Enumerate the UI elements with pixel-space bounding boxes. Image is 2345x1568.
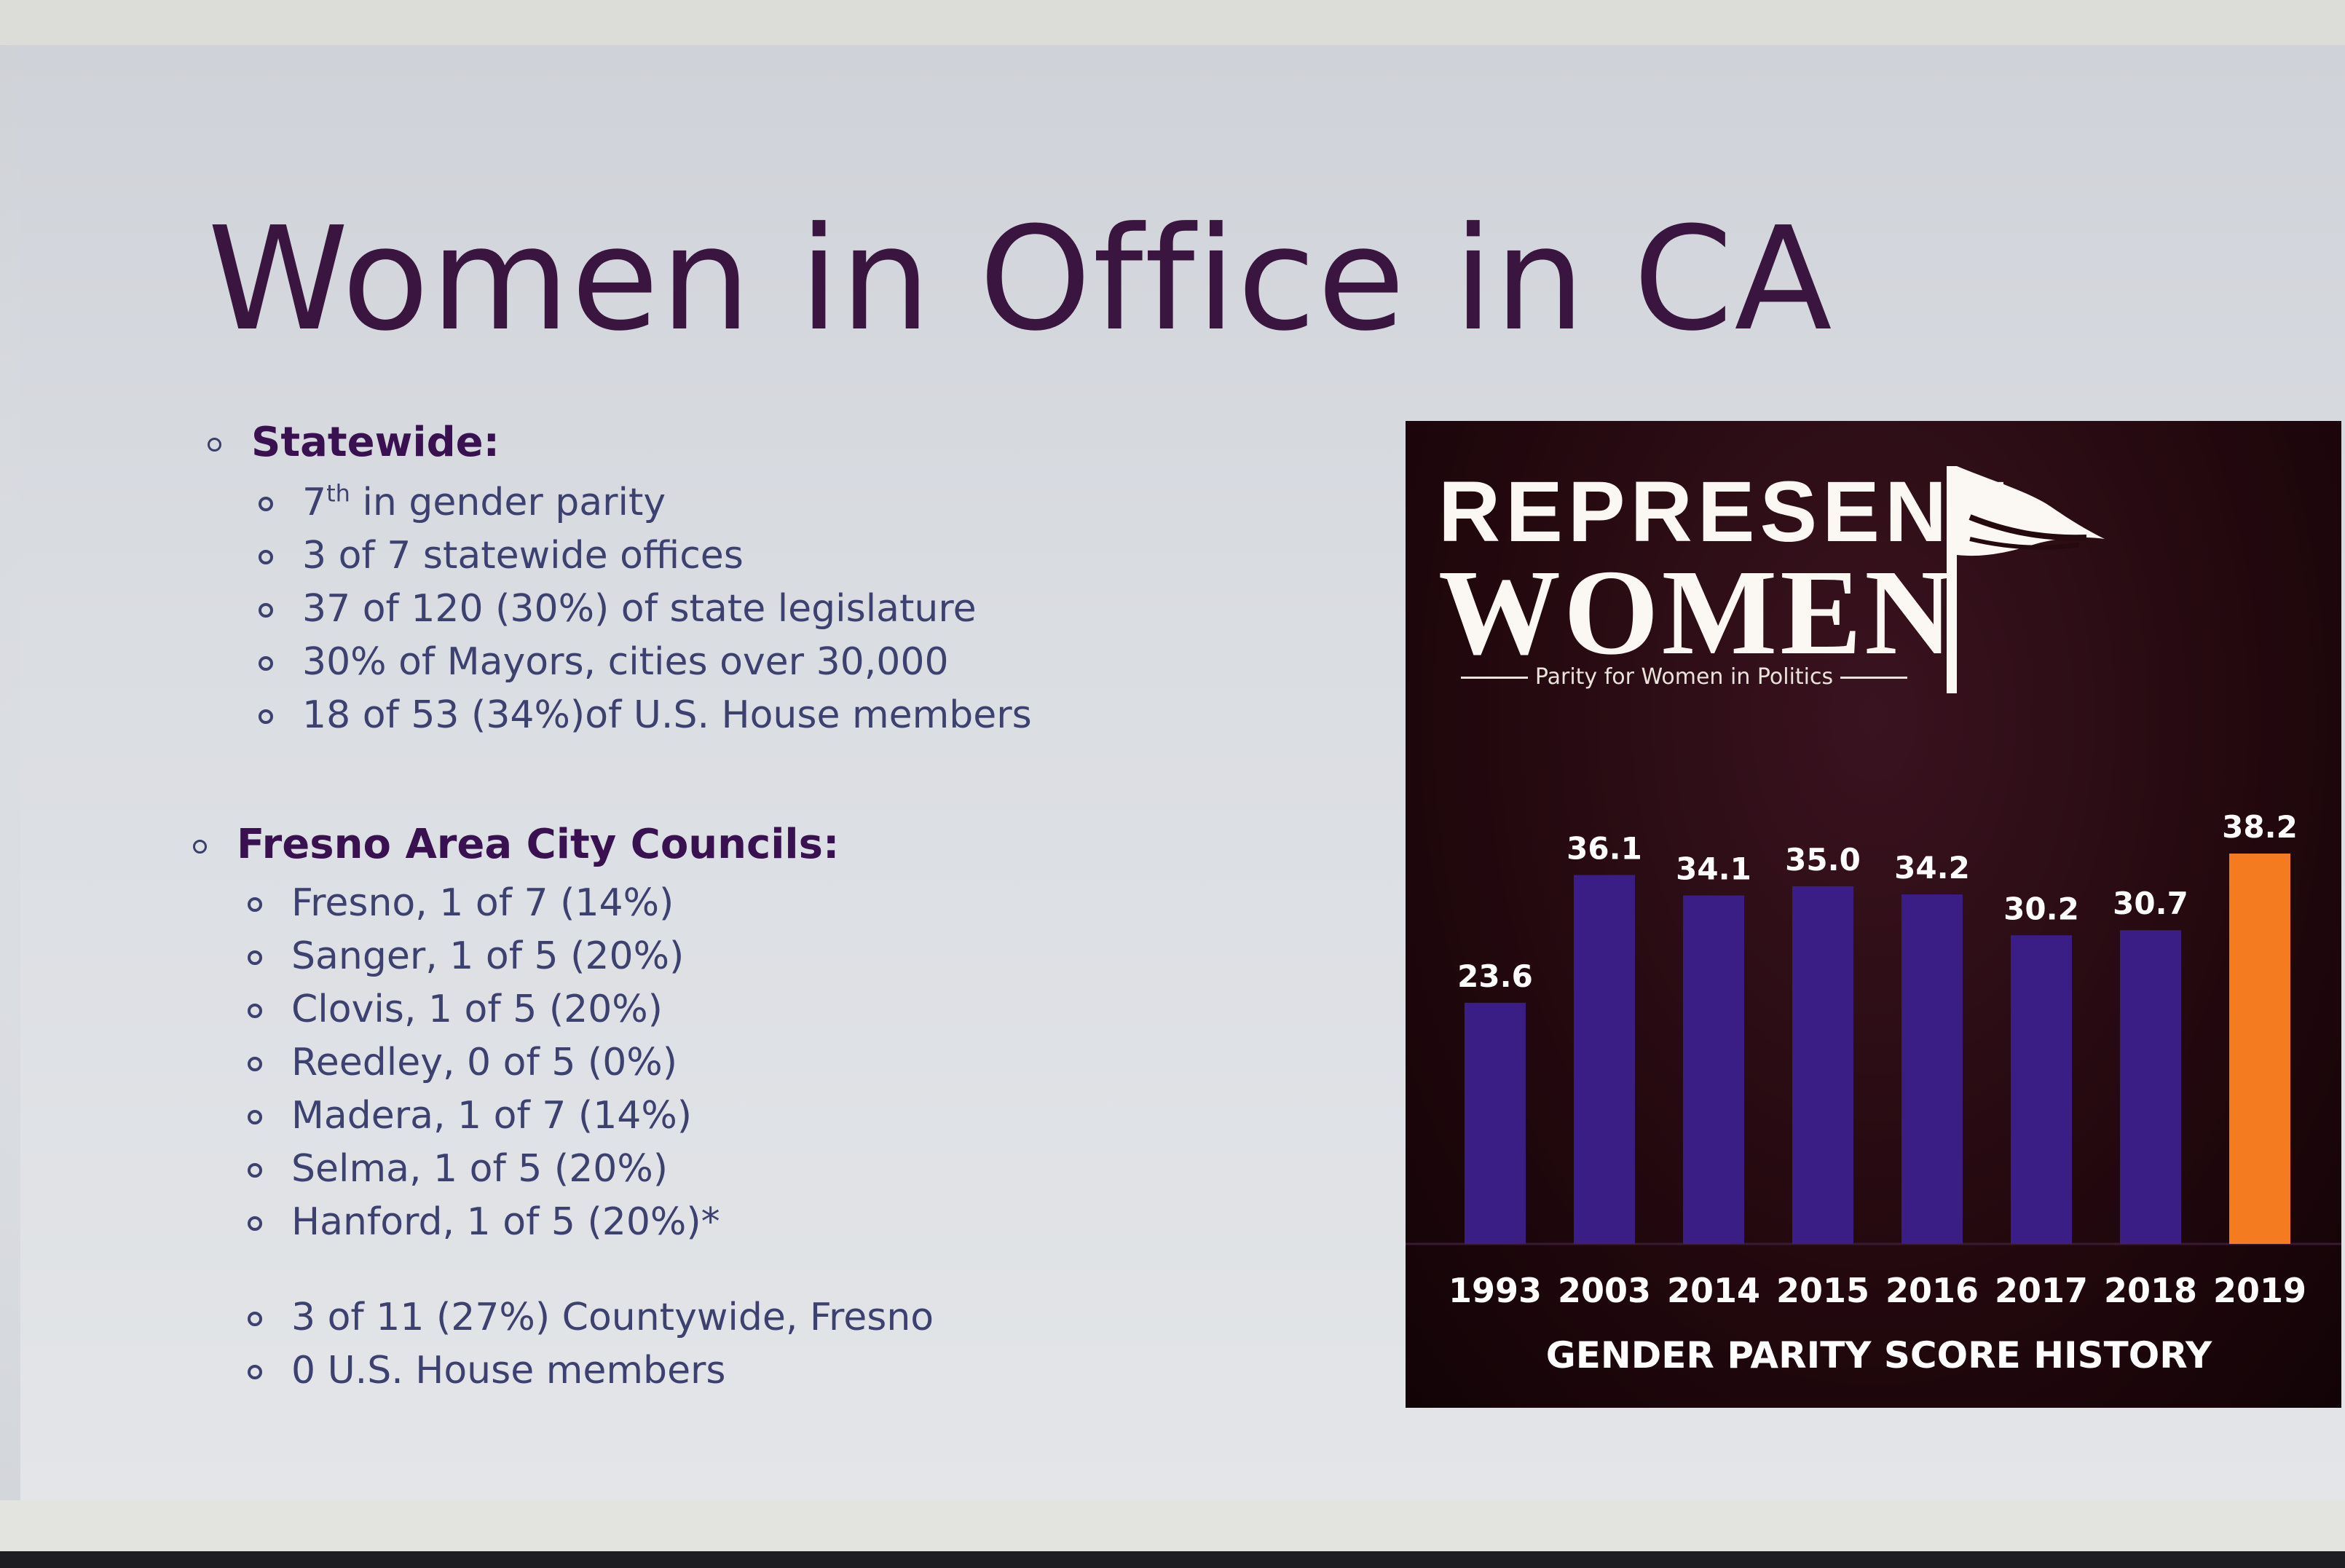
tick-label-2017: 2017 — [1995, 1271, 2088, 1310]
tagline-rule-left — [1460, 677, 1528, 679]
data-label-1993: 23.6 — [1457, 958, 1533, 994]
list-item: Clovis, 1 of 5 (20%) — [248, 983, 934, 1036]
list-spacer — [248, 1249, 934, 1291]
tick-label-2015: 2015 — [1776, 1271, 1869, 1310]
screen-bottom-edge — [0, 1500, 2345, 1551]
list-item: Reedley, 0 of 5 (0%) — [248, 1036, 934, 1090]
bar-2003 — [1574, 875, 1635, 1244]
fresno-heading-item: Fresno Area City Councils: — [193, 821, 934, 868]
bullet-icon — [259, 656, 273, 671]
data-label-2015: 35.0 — [1785, 842, 1861, 878]
list-item: Sanger, 1 of 5 (20%) — [248, 930, 934, 983]
bullet-icon — [248, 1057, 262, 1071]
statewide-list: 7th in gender parity 3 of 7 statewide of… — [259, 476, 1032, 742]
list-item: 37 of 120 (30%) of state legislature — [259, 583, 1032, 636]
list-item: Madera, 1 of 7 (14%) — [248, 1090, 934, 1143]
bar-2018 — [2120, 930, 2181, 1244]
logo-women-text: WOMEN — [1438, 545, 1956, 680]
logo-represent-text: REPRESENT — [1438, 464, 2010, 560]
bullet-icon — [248, 897, 262, 912]
bullet-icon — [208, 438, 221, 452]
chart-title: GENDER PARITY SCORE HISTORY — [1545, 1334, 2212, 1376]
bar-2015 — [1792, 886, 1853, 1244]
bar-2014 — [1683, 895, 1744, 1244]
bullet-icon — [248, 1216, 262, 1231]
list-item: Selma, 1 of 5 (20%) — [248, 1143, 934, 1196]
list-item: 0 U.S. House members — [248, 1344, 934, 1398]
tick-label-1993: 1993 — [1449, 1271, 1542, 1310]
list-item: 3 of 11 (27%) Countywide, Fresno — [248, 1291, 934, 1344]
list-item: 7th in gender parity — [259, 476, 1032, 529]
statewide-section: Statewide: 7th in gender parity 3 of 7 s… — [208, 419, 1032, 742]
bullet-icon — [259, 709, 273, 724]
screen-frame-bottom — [0, 1551, 2345, 1568]
data-label-2018: 30.7 — [2113, 886, 2188, 921]
slide-title: Women in Office in CA — [208, 197, 1834, 363]
data-label-2014: 34.1 — [1676, 851, 1751, 887]
list-item: Fresno, 1 of 7 (14%) — [248, 877, 934, 930]
statewide-list-wrapper: 7th in gender parity 3 of 7 statewide of… — [259, 476, 1032, 742]
fresno-list-wrapper: Fresno, 1 of 7 (14%) Sanger, 1 of 5 (20%… — [248, 877, 934, 1398]
tick-label-2014: 2014 — [1667, 1271, 1760, 1310]
fresno-heading: Fresno Area City Councils: — [237, 821, 840, 868]
bullet-icon — [193, 840, 207, 854]
list-item: 30% of Mayors, cities over 30,000 — [259, 636, 1032, 689]
bullet-icon — [259, 550, 273, 564]
data-label-2003: 36.1 — [1566, 830, 1642, 866]
bullet-icon — [248, 1163, 262, 1178]
bullet-icon — [259, 497, 273, 511]
bar-1993 — [1465, 1002, 1526, 1244]
fresno-list: Fresno, 1 of 7 (14%) Sanger, 1 of 5 (20%… — [248, 877, 934, 1398]
data-label-2017: 30.2 — [2003, 891, 2079, 926]
data-label-2016: 34.2 — [1894, 850, 1970, 886]
tick-label-2018: 2018 — [2104, 1271, 2197, 1310]
pennant-flag-icon — [1947, 466, 2105, 693]
gender-parity-bar-chart: 23.6 1993 36.1 2003 34.1 2014 35.0 2015 34.2 2016… — [1406, 809, 2341, 1310]
bullet-icon — [248, 950, 262, 965]
list-item: Hanford, 1 of 5 (20%)* — [248, 1196, 934, 1249]
tick-label-2003: 2003 — [1558, 1271, 1651, 1310]
bullet-icon — [248, 1004, 262, 1018]
bar-2016 — [1901, 894, 1963, 1244]
screen-top-edge — [0, 0, 2345, 45]
fresno-section: Fresno Area City Councils: Fresno, 1 of … — [193, 821, 934, 1398]
bullet-icon — [248, 1312, 262, 1326]
tagline-rule-right — [1840, 677, 1908, 679]
tick-label-2019: 2019 — [2213, 1271, 2306, 1310]
bar-2017 — [2011, 935, 2072, 1244]
data-label-2019: 38.2 — [2222, 809, 2298, 845]
bullet-icon — [259, 603, 273, 618]
logo-tagline: Parity for Women in Politics — [1438, 664, 1930, 690]
list-item: 18 of 53 (34%)of U.S. House members — [259, 689, 1032, 742]
list-item: 3 of 7 statewide offices — [259, 529, 1032, 583]
statewide-heading-item: Statewide: — [208, 419, 1032, 466]
tick-label-2016: 2016 — [1885, 1271, 1979, 1310]
statewide-heading: Statewide: — [251, 419, 500, 466]
bullet-icon — [248, 1365, 262, 1379]
bar-2019 — [2229, 854, 2290, 1244]
bullet-icon — [248, 1110, 262, 1124]
